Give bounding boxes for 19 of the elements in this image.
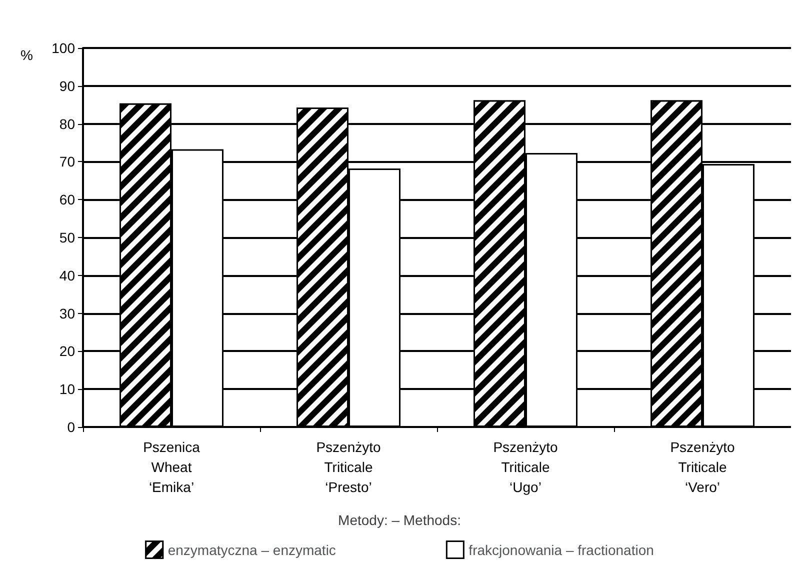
y-tick-label: 10	[59, 381, 76, 398]
y-tick-label: 60	[59, 192, 76, 208]
x-tick-label: Pszenżyto Triticale ‘Ugo’	[493, 439, 558, 495]
y-tick-label: 40	[59, 267, 76, 284]
y-tick-label: 70	[59, 154, 76, 170]
legend-label: enzymatyczna – enzymatic	[168, 542, 336, 558]
x-tick-label: Pszenżyto Triticale ‘Presto’	[316, 439, 382, 495]
y-tick-label: 80	[59, 116, 76, 132]
x-tick-label: Pszenżyto Triticale ‘Vero’	[670, 439, 736, 495]
y-tick-label: 20	[59, 343, 76, 360]
y-tick-label: 0	[67, 419, 76, 435]
y-axis-title: %	[20, 47, 33, 63]
y-tick-label: 30	[59, 305, 76, 322]
y-tick-label: 100	[52, 40, 76, 56]
x-tick-label: Pszenica Wheat ‘Emika’	[143, 439, 200, 495]
legend-label: frakcjonowania – fractionation	[468, 542, 654, 558]
legend-title: Metody: – Methods:	[338, 512, 461, 528]
y-tick-label: 50	[59, 230, 76, 246]
y-tick-label: 90	[59, 78, 76, 94]
